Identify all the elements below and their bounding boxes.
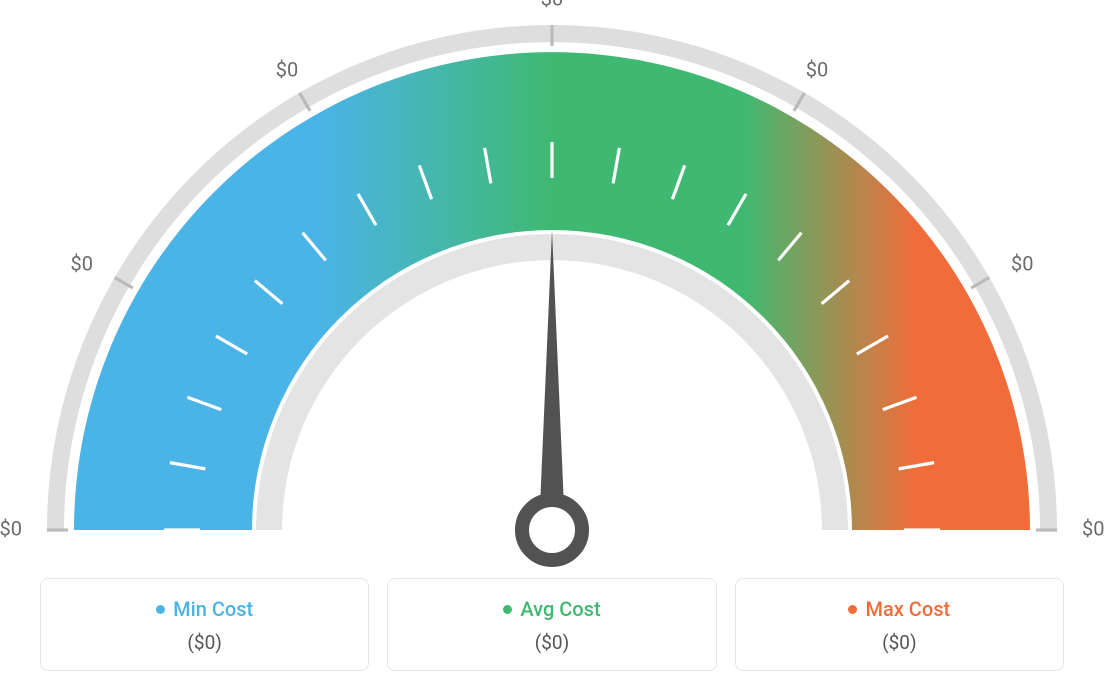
svg-text:$0: $0 <box>541 0 563 10</box>
gauge-chart: $0 $0 $0 $0 $0 $0 $0 <box>0 0 1104 570</box>
svg-text:$0: $0 <box>71 251 93 275</box>
legend-title-max: Max Cost <box>848 597 950 621</box>
svg-text:$0: $0 <box>806 57 828 81</box>
legend-title-min: Min Cost <box>156 597 253 621</box>
legend-value-max: ($0) <box>746 631 1053 654</box>
dot-icon <box>156 605 165 614</box>
legend-value-avg: ($0) <box>398 631 705 654</box>
legend-label-min: Min Cost <box>173 597 253 621</box>
legend-row: Min Cost ($0) Avg Cost ($0) Max Cost ($0… <box>0 578 1104 671</box>
svg-text:$0: $0 <box>1011 251 1033 275</box>
legend-value-min: ($0) <box>51 631 358 654</box>
gauge-svg: $0 $0 $0 $0 $0 $0 $0 <box>0 0 1104 570</box>
legend-label-avg: Avg Cost <box>520 597 600 621</box>
legend-label-max: Max Cost <box>865 597 950 621</box>
svg-text:$0: $0 <box>0 516 22 540</box>
svg-text:$0: $0 <box>276 57 298 81</box>
legend-card-avg: Avg Cost ($0) <box>387 578 716 671</box>
legend-title-avg: Avg Cost <box>503 597 600 621</box>
svg-text:$0: $0 <box>1082 516 1104 540</box>
dot-icon <box>503 605 512 614</box>
legend-card-max: Max Cost ($0) <box>735 578 1064 671</box>
legend-card-min: Min Cost ($0) <box>40 578 369 671</box>
dot-icon <box>848 605 857 614</box>
